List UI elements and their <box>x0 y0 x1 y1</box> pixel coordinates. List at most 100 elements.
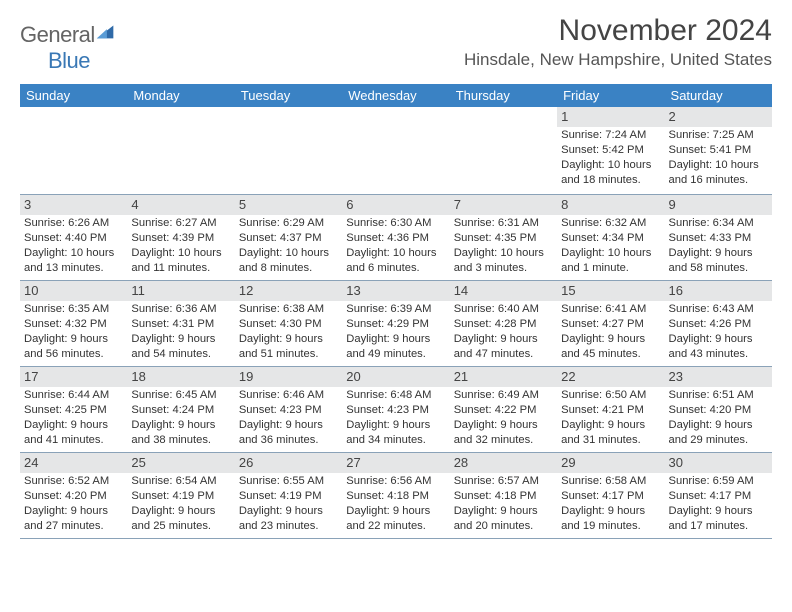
calendar-week: 3Sunrise: 6:26 AMSunset: 4:40 PMDaylight… <box>20 195 772 281</box>
sunrise-line: Sunrise: 6:29 AM <box>239 216 338 231</box>
sunset-line: Sunset: 4:40 PM <box>24 231 123 246</box>
weekday-header: Monday <box>127 84 234 107</box>
daylight-line2: and 45 minutes. <box>561 347 660 362</box>
daylight-line1: Daylight: 9 hours <box>454 504 553 519</box>
daylight-line1: Daylight: 9 hours <box>561 504 660 519</box>
sunrise-line: Sunrise: 6:38 AM <box>239 302 338 317</box>
day-number: 29 <box>557 453 664 473</box>
day-number-cell: 7Sunrise: 6:31 AMSunset: 4:35 PMDaylight… <box>450 195 557 281</box>
sunset-line: Sunset: 5:42 PM <box>561 143 660 158</box>
weekday-header: Tuesday <box>235 84 342 107</box>
daylight-line2: and 13 minutes. <box>24 261 123 276</box>
daylight-line2: and 49 minutes. <box>346 347 445 362</box>
sunset-line: Sunset: 4:25 PM <box>24 403 123 418</box>
sunset-line: Sunset: 4:32 PM <box>24 317 123 332</box>
sunset-line: Sunset: 4:37 PM <box>239 231 338 246</box>
day-number-cell: 5Sunrise: 6:29 AMSunset: 4:37 PMDaylight… <box>235 195 342 281</box>
sunrise-line: Sunrise: 6:41 AM <box>561 302 660 317</box>
daylight-line1: Daylight: 9 hours <box>346 418 445 433</box>
sunset-line: Sunset: 4:36 PM <box>346 231 445 246</box>
day-number-cell: 3Sunrise: 6:26 AMSunset: 4:40 PMDaylight… <box>20 195 127 281</box>
daylight-line2: and 25 minutes. <box>131 519 230 534</box>
sunset-line: Sunset: 4:19 PM <box>131 489 230 504</box>
day-number: 8 <box>557 195 664 215</box>
empty-cell <box>342 107 449 195</box>
day-number: 26 <box>235 453 342 473</box>
day-info: Sunrise: 6:55 AMSunset: 4:19 PMDaylight:… <box>235 473 342 538</box>
day-number: 1 <box>557 107 664 127</box>
sunset-line: Sunset: 4:39 PM <box>131 231 230 246</box>
day-number: 18 <box>127 367 234 387</box>
sunrise-line: Sunrise: 6:50 AM <box>561 388 660 403</box>
daylight-line2: and 54 minutes. <box>131 347 230 362</box>
logo-mark-icon <box>95 20 117 42</box>
day-number: 11 <box>127 281 234 301</box>
sunset-line: Sunset: 5:41 PM <box>669 143 768 158</box>
day-info: Sunrise: 6:50 AMSunset: 4:21 PMDaylight:… <box>557 387 664 452</box>
sunset-line: Sunset: 4:34 PM <box>561 231 660 246</box>
day-info: Sunrise: 6:39 AMSunset: 4:29 PMDaylight:… <box>342 301 449 366</box>
day-number: 19 <box>235 367 342 387</box>
day-number: 4 <box>127 195 234 215</box>
day-number: 10 <box>20 281 127 301</box>
daylight-line1: Daylight: 9 hours <box>24 504 123 519</box>
day-info: Sunrise: 6:59 AMSunset: 4:17 PMDaylight:… <box>665 473 772 538</box>
day-number-cell: 14Sunrise: 6:40 AMSunset: 4:28 PMDayligh… <box>450 281 557 367</box>
sunset-line: Sunset: 4:29 PM <box>346 317 445 332</box>
daylight-line2: and 36 minutes. <box>239 433 338 448</box>
sunrise-line: Sunrise: 7:25 AM <box>669 128 768 143</box>
daylight-line1: Daylight: 10 hours <box>239 246 338 261</box>
weekday-header: Saturday <box>665 84 772 107</box>
sunset-line: Sunset: 4:23 PM <box>239 403 338 418</box>
day-info: Sunrise: 6:32 AMSunset: 4:34 PMDaylight:… <box>557 215 664 280</box>
day-info: Sunrise: 6:44 AMSunset: 4:25 PMDaylight:… <box>20 387 127 452</box>
day-info: Sunrise: 6:48 AMSunset: 4:23 PMDaylight:… <box>342 387 449 452</box>
sunset-line: Sunset: 4:33 PM <box>669 231 768 246</box>
calendar-week: 24Sunrise: 6:52 AMSunset: 4:20 PMDayligh… <box>20 453 772 539</box>
daylight-line2: and 58 minutes. <box>669 261 768 276</box>
weekday-header-row: SundayMondayTuesdayWednesdayThursdayFrid… <box>20 84 772 107</box>
sunset-line: Sunset: 4:30 PM <box>239 317 338 332</box>
daylight-line2: and 6 minutes. <box>346 261 445 276</box>
daylight-line1: Daylight: 9 hours <box>561 332 660 347</box>
daylight-line2: and 34 minutes. <box>346 433 445 448</box>
day-number-cell: 10Sunrise: 6:35 AMSunset: 4:32 PMDayligh… <box>20 281 127 367</box>
day-number-cell: 22Sunrise: 6:50 AMSunset: 4:21 PMDayligh… <box>557 367 664 453</box>
sunset-line: Sunset: 4:35 PM <box>454 231 553 246</box>
day-info: Sunrise: 6:46 AMSunset: 4:23 PMDaylight:… <box>235 387 342 452</box>
daylight-line1: Daylight: 9 hours <box>346 332 445 347</box>
day-number-cell: 28Sunrise: 6:57 AMSunset: 4:18 PMDayligh… <box>450 453 557 539</box>
daylight-line2: and 3 minutes. <box>454 261 553 276</box>
logo-word1: General <box>20 22 95 47</box>
page-header: General Blue November 2024 Hinsdale, New… <box>20 14 772 74</box>
day-number-cell: 20Sunrise: 6:48 AMSunset: 4:23 PMDayligh… <box>342 367 449 453</box>
weekday-header: Wednesday <box>342 84 449 107</box>
calendar-week: 10Sunrise: 6:35 AMSunset: 4:32 PMDayligh… <box>20 281 772 367</box>
sunrise-line: Sunrise: 6:27 AM <box>131 216 230 231</box>
day-number: 17 <box>20 367 127 387</box>
daylight-line1: Daylight: 9 hours <box>131 332 230 347</box>
day-number-cell: 12Sunrise: 6:38 AMSunset: 4:30 PMDayligh… <box>235 281 342 367</box>
daylight-line2: and 41 minutes. <box>24 433 123 448</box>
daylight-line1: Daylight: 9 hours <box>239 504 338 519</box>
day-number-cell: 18Sunrise: 6:45 AMSunset: 4:24 PMDayligh… <box>127 367 234 453</box>
sunset-line: Sunset: 4:18 PM <box>454 489 553 504</box>
daylight-line2: and 51 minutes. <box>239 347 338 362</box>
day-number-cell: 13Sunrise: 6:39 AMSunset: 4:29 PMDayligh… <box>342 281 449 367</box>
day-number: 2 <box>665 107 772 127</box>
sunset-line: Sunset: 4:21 PM <box>561 403 660 418</box>
empty-cell <box>235 107 342 195</box>
daylight-line1: Daylight: 9 hours <box>131 504 230 519</box>
day-number-cell: 8Sunrise: 6:32 AMSunset: 4:34 PMDaylight… <box>557 195 664 281</box>
day-number-cell: 25Sunrise: 6:54 AMSunset: 4:19 PMDayligh… <box>127 453 234 539</box>
calendar-body: 1Sunrise: 7:24 AMSunset: 5:42 PMDaylight… <box>20 107 772 539</box>
day-info: Sunrise: 6:34 AMSunset: 4:33 PMDaylight:… <box>665 215 772 280</box>
day-info: Sunrise: 6:26 AMSunset: 4:40 PMDaylight:… <box>20 215 127 280</box>
sunrise-line: Sunrise: 6:44 AM <box>24 388 123 403</box>
day-number: 3 <box>20 195 127 215</box>
daylight-line1: Daylight: 9 hours <box>454 418 553 433</box>
day-info: Sunrise: 6:43 AMSunset: 4:26 PMDaylight:… <box>665 301 772 366</box>
sunset-line: Sunset: 4:28 PM <box>454 317 553 332</box>
sunset-line: Sunset: 4:18 PM <box>346 489 445 504</box>
sunset-line: Sunset: 4:27 PM <box>561 317 660 332</box>
